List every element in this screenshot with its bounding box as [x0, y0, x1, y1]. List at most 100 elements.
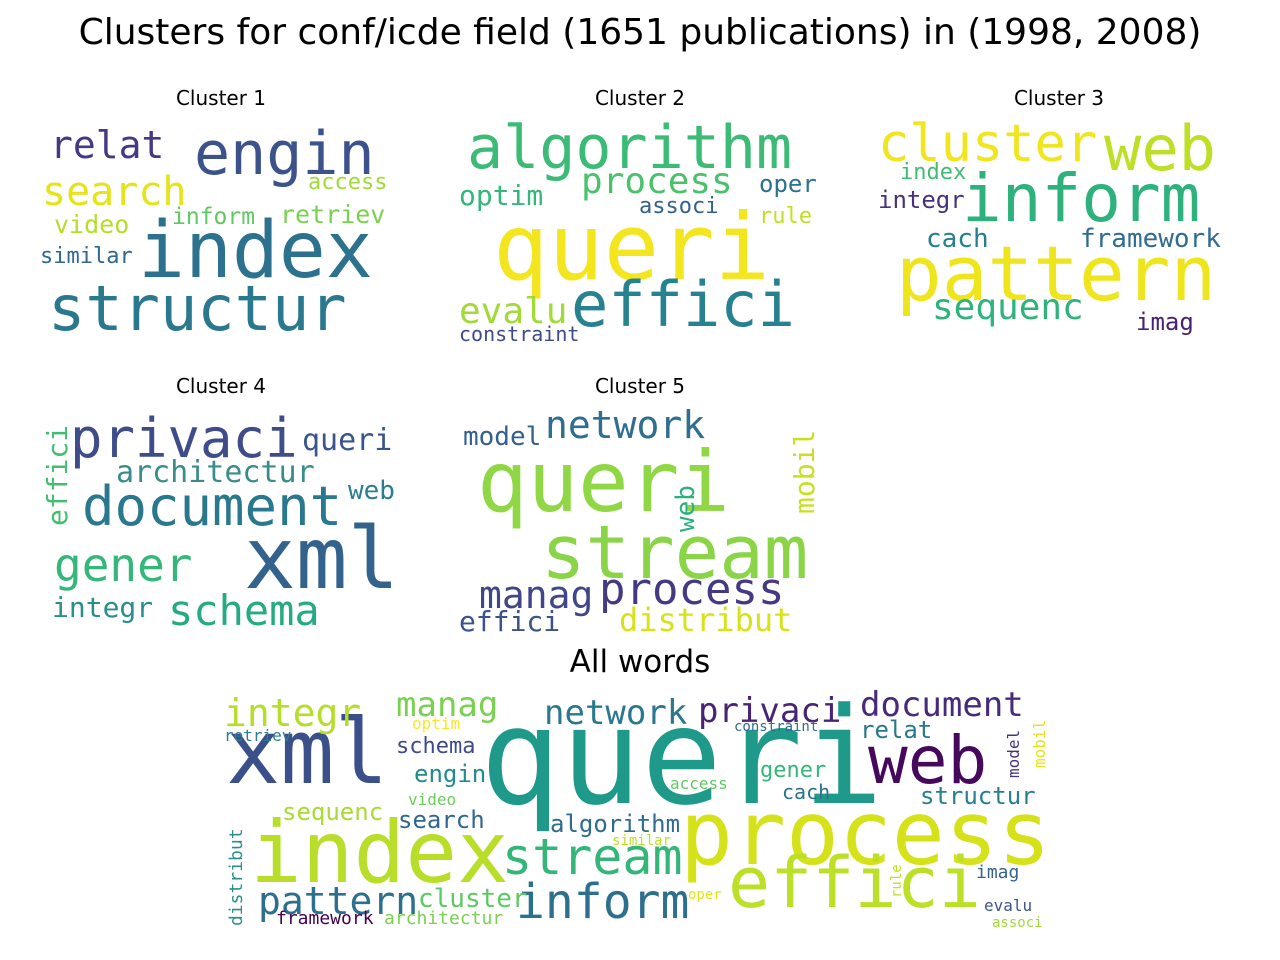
- cloud-word: effici: [728, 842, 981, 924]
- cloud-word: manag: [479, 573, 594, 617]
- cloud-word: manag: [396, 688, 499, 725]
- cloud-word: framework: [1080, 224, 1221, 254]
- wordcloud-cluster-3: Cluster 3 pattern inform web cluster seq…: [878, 86, 1240, 346]
- wordcloud-cluster-2: Cluster 2 queri effici algorithm process…: [459, 86, 821, 346]
- cloud-word: privaci: [698, 691, 842, 731]
- cloud-word: constraint: [734, 719, 819, 735]
- cloud-word: document: [860, 688, 1024, 725]
- cloud-word: sequenc: [932, 287, 1084, 328]
- cloud-word: video: [54, 210, 130, 239]
- cloud-word: associ: [639, 194, 719, 219]
- cloud-word: integr: [878, 186, 965, 214]
- cloud-word: model: [463, 422, 542, 452]
- cloud-word: constraint: [459, 322, 580, 346]
- cloud-word: rule: [759, 204, 812, 229]
- cloud-word: mobil: [1030, 719, 1049, 768]
- cloud-word: queri: [493, 194, 770, 301]
- cloud-word: effici: [459, 605, 561, 635]
- cloud-canvas: pattern inform web cluster sequenc frame…: [878, 116, 1240, 346]
- cloud-canvas: index structur engin search relat retrie…: [40, 116, 402, 346]
- cloud-word: optim: [412, 714, 461, 733]
- cloud-word: web: [671, 485, 701, 532]
- cloud-word: inform: [172, 204, 256, 230]
- cloud-word: process: [599, 564, 785, 615]
- cloud-word: sequenc: [282, 798, 384, 826]
- cluster-title: Cluster 1: [175, 86, 267, 110]
- cloud-word: pattern: [896, 229, 1217, 318]
- cloud-word: evalu: [984, 896, 1033, 915]
- cloud-word: index: [138, 206, 373, 296]
- cloud-word: web: [868, 722, 988, 799]
- cloud-word: relat: [860, 716, 933, 744]
- cloud-canvas: queri process index xml effici web strea…: [222, 688, 1058, 934]
- cloud-word: similar: [612, 833, 672, 849]
- cloud-word: engin: [414, 760, 487, 788]
- cloud-word: retriev: [280, 200, 386, 229]
- cloud-word: video: [408, 790, 457, 809]
- wordcloud-all-words: All words queri process index xml effici…: [222, 644, 1058, 934]
- cloud-word: oper: [759, 170, 817, 198]
- cloud-canvas: queri effici algorithm process evalu opt…: [459, 116, 821, 346]
- cloud-word: inform: [962, 160, 1201, 237]
- cloud-word: model: [1004, 729, 1023, 778]
- cloud-canvas: xml document privaci gener schema archit…: [40, 404, 402, 634]
- cloud-word: search: [398, 806, 485, 834]
- cluster-title: All words: [569, 644, 711, 680]
- cloud-word: structur: [920, 782, 1036, 810]
- cloud-word: cluster: [418, 884, 528, 914]
- cloud-word: cluster: [878, 116, 1098, 174]
- cloud-word: relat: [50, 123, 165, 167]
- figure-title: Clusters for conf/icde field (1651 publi…: [78, 12, 1202, 53]
- cloud-word: structur: [48, 272, 347, 345]
- cloud-word: network: [545, 404, 706, 447]
- wordcloud-cluster-4: Cluster 4 xml document privaci gener sch…: [40, 374, 402, 634]
- cloud-word: similar: [40, 244, 133, 269]
- cloud-word: imag: [976, 862, 1020, 883]
- cloud-word: network: [544, 693, 688, 733]
- cloud-word: queri: [477, 433, 730, 531]
- cloud-word: engin: [194, 119, 375, 189]
- cloud-word: mobil: [788, 429, 821, 514]
- cloud-word: cach: [782, 780, 831, 804]
- cloud-word: rule: [889, 864, 905, 898]
- cloud-word: framework: [276, 908, 374, 929]
- cloud-word: xml: [226, 700, 389, 805]
- cloud-word: integr: [52, 591, 154, 624]
- cloud-word: optim: [459, 179, 544, 212]
- cloud-word: stream: [502, 828, 683, 886]
- cloud-word: access: [308, 170, 388, 195]
- cloud-word: oper: [688, 887, 722, 903]
- cloud-word: pattern: [258, 879, 419, 923]
- cloud-word: integr: [224, 691, 362, 735]
- cloud-word: document: [82, 475, 343, 538]
- cloud-word: stream: [541, 510, 809, 596]
- cloud-word: schema: [168, 586, 320, 634]
- cloud-word: cach: [926, 224, 989, 254]
- cloud-word: imag: [1136, 308, 1194, 336]
- cluster-title: Cluster 4: [175, 374, 267, 398]
- cloud-word: process: [680, 782, 1051, 885]
- cloud-word: effici: [571, 268, 795, 341]
- cloud-word: architectur: [384, 908, 504, 929]
- cloud-word: schema: [396, 734, 476, 759]
- cloud-word: distribut: [619, 601, 793, 634]
- cloud-word: index: [250, 803, 509, 903]
- cloud-word: effici: [41, 424, 74, 526]
- cloud-word: queri: [480, 688, 884, 835]
- cluster-title: Cluster 2: [594, 86, 686, 110]
- cloud-word: inform: [516, 874, 690, 930]
- wordcloud-cluster-5: Cluster 5 queri stream process network m…: [459, 374, 821, 634]
- cloud-word: web: [1104, 116, 1216, 185]
- cloud-word: evalu: [459, 291, 568, 332]
- cluster-title: Cluster 5: [594, 374, 686, 398]
- cloud-word: associ: [992, 915, 1043, 931]
- cloud-word: access: [670, 774, 728, 793]
- cloud-word: xml: [244, 509, 400, 609]
- cloud-word: architectur: [116, 455, 315, 490]
- cloud-canvas: queri stream process network manag distr…: [459, 404, 821, 634]
- cloud-word: algorithm: [550, 810, 681, 838]
- cloud-word: distribut: [226, 828, 247, 926]
- cloud-word: queri: [302, 423, 393, 458]
- cloud-word: algorithm: [467, 116, 793, 183]
- cloud-word: privaci: [70, 407, 298, 470]
